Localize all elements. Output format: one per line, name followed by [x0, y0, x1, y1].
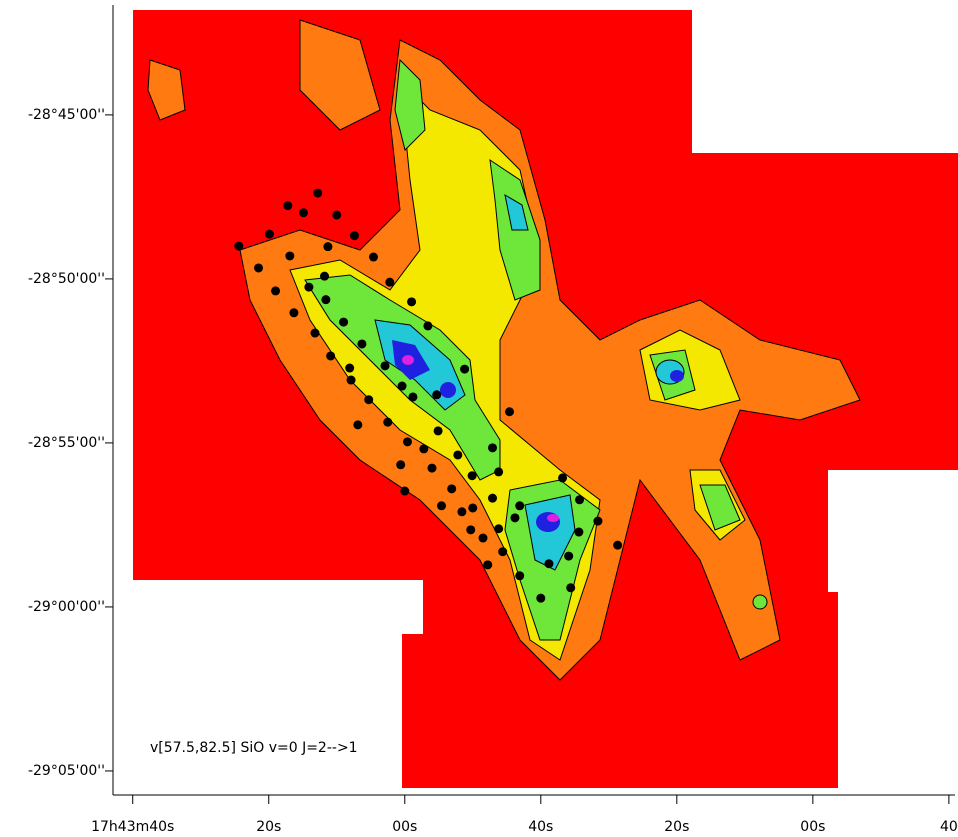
- point: [402, 437, 412, 447]
- point: [468, 503, 478, 513]
- point: [339, 317, 349, 327]
- point: [298, 208, 308, 218]
- x-tick-label: 17h43m40s: [91, 819, 174, 835]
- point: [310, 328, 320, 338]
- point: [264, 229, 274, 239]
- point: [353, 420, 363, 430]
- point: [332, 210, 342, 220]
- x-tick-label: 20s: [256, 819, 281, 835]
- point: [419, 444, 429, 454]
- point: [566, 583, 576, 593]
- point: [321, 295, 331, 305]
- point: [575, 495, 585, 505]
- point: [397, 381, 407, 391]
- point: [564, 551, 574, 561]
- point: [457, 507, 467, 517]
- point: [515, 501, 525, 511]
- point: [498, 547, 508, 557]
- point: [320, 271, 330, 281]
- x-tick-label: 00s: [392, 819, 417, 835]
- point: [467, 471, 477, 481]
- point: [432, 390, 442, 400]
- point: [510, 513, 520, 523]
- point: [400, 486, 410, 496]
- point: [254, 263, 264, 273]
- annotation: v[57.5,82.5] SiO v=0 J=2-->1: [150, 740, 358, 756]
- point: [368, 252, 378, 262]
- point: [271, 286, 281, 296]
- point: [383, 417, 393, 427]
- point: [515, 571, 525, 581]
- x-tick-label: 20s: [664, 819, 689, 835]
- point: [407, 297, 417, 307]
- point: [380, 361, 390, 371]
- y-tick-label: -28°45'00'': [28, 107, 105, 123]
- point: [453, 450, 463, 460]
- point: [423, 321, 433, 331]
- peak: [547, 514, 559, 522]
- point: [323, 242, 333, 252]
- point: [408, 392, 418, 402]
- point: [433, 426, 443, 436]
- point: [613, 540, 623, 550]
- point: [505, 407, 515, 417]
- x-tick-label: 00s: [800, 819, 825, 835]
- y-tick-label: -29°05'00'': [28, 763, 105, 779]
- point: [494, 524, 504, 534]
- point: [313, 188, 323, 198]
- x-tick-label: 40s: [528, 819, 553, 835]
- point: [447, 484, 457, 494]
- point: [437, 501, 447, 511]
- point: [494, 467, 504, 477]
- y-tick-label: -29°00'00'': [28, 599, 105, 615]
- point: [364, 395, 374, 405]
- point: [478, 533, 488, 543]
- point: [488, 493, 498, 503]
- y-tick-label: -28°55'00'': [28, 435, 105, 451]
- point: [289, 308, 299, 318]
- point: [544, 559, 554, 569]
- y-tick-label: -28°50'00'': [28, 271, 105, 287]
- point: [234, 241, 244, 251]
- point: [283, 201, 293, 211]
- point: [536, 593, 546, 603]
- point: [349, 231, 359, 241]
- point: [285, 251, 295, 261]
- point: [326, 351, 336, 361]
- point: [460, 364, 470, 374]
- point: [357, 339, 367, 349]
- point: [558, 473, 568, 483]
- point: [483, 560, 493, 570]
- peak: [402, 355, 414, 365]
- point: [346, 375, 356, 385]
- x-tick-label: 40: [940, 819, 958, 835]
- point: [466, 525, 476, 535]
- point: [385, 277, 395, 287]
- point: [345, 363, 355, 373]
- emission-map: [133, 10, 958, 788]
- point: [396, 460, 406, 470]
- point: [593, 516, 603, 526]
- point: [488, 443, 498, 453]
- point: [427, 463, 437, 473]
- point: [574, 527, 584, 537]
- point: [304, 282, 314, 292]
